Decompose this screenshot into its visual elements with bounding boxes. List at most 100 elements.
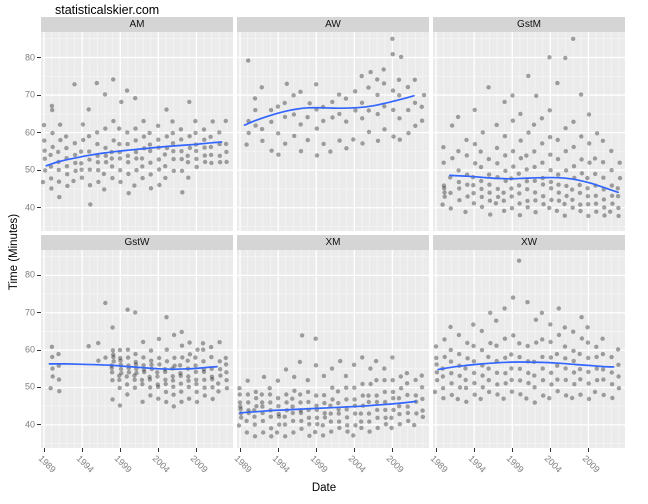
scatter-points xyxy=(237,333,426,439)
x-tick-mark xyxy=(435,448,437,452)
gridlines-major xyxy=(433,32,625,231)
y-tick-label: 80 xyxy=(24,52,35,63)
y-tick-mark xyxy=(37,94,41,96)
x-tick-mark xyxy=(549,448,551,452)
x-tick-mark xyxy=(195,448,197,452)
gridlines-major xyxy=(237,250,429,448)
y-tick-label: 40 xyxy=(24,419,35,430)
y-axis-title: Time (Minutes) xyxy=(8,213,20,291)
gridlines-major xyxy=(41,32,233,231)
gridlines-minor xyxy=(237,32,429,231)
facet-plot-AW xyxy=(237,32,429,231)
gridlines-major xyxy=(433,250,625,448)
scatter-points xyxy=(244,36,427,158)
x-tick-mark xyxy=(43,448,45,452)
smooth-line xyxy=(45,141,223,167)
gridlines-major xyxy=(41,250,233,448)
y-tick-label: 40 xyxy=(24,202,35,213)
facet-strip-label: GstW xyxy=(124,237,150,248)
facet-panel-AM xyxy=(41,32,233,231)
x-tick-label: 1994 xyxy=(74,453,97,475)
x-tick-mark xyxy=(277,448,279,452)
facet-panel-XW xyxy=(433,250,625,448)
smooth-line xyxy=(48,363,218,371)
facet-plot-XM xyxy=(237,250,429,448)
x-tick-label: 1994 xyxy=(466,453,489,475)
gridlines-minor xyxy=(237,250,429,448)
y-tick-mark xyxy=(37,349,41,351)
x-tick-label: 1999 xyxy=(112,453,135,475)
x-tick-label: 2009 xyxy=(581,453,603,475)
y-tick-mark xyxy=(37,57,41,59)
x-tick-mark xyxy=(81,448,83,452)
facet-strip-label: AW xyxy=(325,19,341,30)
y-tick-mark xyxy=(37,386,41,388)
smooth-line xyxy=(448,174,619,194)
y-tick-mark xyxy=(37,169,41,171)
x-tick-label: 2004 xyxy=(346,453,369,475)
x-tick-label: 2004 xyxy=(150,453,173,475)
gridlines-minor xyxy=(41,32,233,231)
x-tick-mark xyxy=(315,448,317,452)
smooth-line xyxy=(239,400,417,414)
y-tick-mark xyxy=(37,207,41,209)
y-tick-label: 50 xyxy=(24,381,35,392)
y-tick-label: 60 xyxy=(24,344,35,355)
gridlines-minor xyxy=(433,32,625,231)
x-tick-label: 1999 xyxy=(504,453,527,475)
y-tick-mark xyxy=(37,312,41,314)
x-tick-label: 1994 xyxy=(270,453,293,475)
x-tick-label: 1989 xyxy=(36,453,58,475)
x-tick-label: 2004 xyxy=(542,453,565,475)
x-tick-mark xyxy=(119,448,121,452)
x-tick-mark xyxy=(157,448,159,452)
gridlines-minor xyxy=(433,250,625,448)
facet-plot-GstW xyxy=(41,250,233,448)
smooth-line xyxy=(243,94,415,126)
x-tick-mark xyxy=(391,448,393,452)
facet-strip-AW: AW xyxy=(237,17,429,32)
facet-strip-label: GstM xyxy=(517,19,541,30)
facet-strip-label: XM xyxy=(325,237,341,248)
x-tick-mark xyxy=(239,448,241,452)
scatter-points xyxy=(41,77,229,207)
facet-strip-GstM: GstM xyxy=(433,17,625,32)
y-tick-label: 60 xyxy=(24,127,35,138)
facet-strip-AM: AM xyxy=(41,17,233,32)
gridlines-major xyxy=(237,32,429,231)
x-tick-label: 1999 xyxy=(308,453,331,475)
y-tick-label: 70 xyxy=(24,89,35,100)
facet-plot-AM xyxy=(41,32,233,231)
scatter-points xyxy=(48,300,230,409)
facet-strip-label: AM xyxy=(129,19,145,30)
facet-panel-GstW xyxy=(41,250,233,448)
y-tick-mark xyxy=(37,274,41,276)
facet-strip-XM: XM xyxy=(237,235,429,250)
facet-plot-XW xyxy=(433,250,625,448)
x-tick-label: 2009 xyxy=(189,453,211,475)
smooth-line xyxy=(437,361,615,371)
y-tick-mark xyxy=(37,132,41,134)
facet-plot-GstM xyxy=(433,32,625,231)
facet-strip-GstW: GstW xyxy=(41,235,233,250)
x-tick-mark xyxy=(587,448,589,452)
page-title: statisticalskier.com xyxy=(55,3,160,17)
x-axis-title: Date xyxy=(311,482,337,494)
y-tick-mark xyxy=(37,424,41,426)
x-tick-label: 2009 xyxy=(385,453,407,475)
x-tick-label: 1989 xyxy=(428,453,450,475)
y-tick-label: 50 xyxy=(24,164,35,175)
facet-panel-XM xyxy=(237,250,429,448)
scatter-points xyxy=(440,36,623,219)
y-tick-label: 70 xyxy=(24,307,35,318)
x-tick-label: 1989 xyxy=(232,453,254,475)
x-tick-mark xyxy=(473,448,475,452)
facet-panel-GstM xyxy=(433,32,625,231)
x-tick-mark xyxy=(353,448,355,452)
facet-strip-XW: XW xyxy=(433,235,625,250)
facet-panel-AW xyxy=(237,32,429,231)
x-tick-mark xyxy=(511,448,513,452)
y-tick-label: 80 xyxy=(24,269,35,280)
facet-strip-label: XW xyxy=(520,237,538,248)
